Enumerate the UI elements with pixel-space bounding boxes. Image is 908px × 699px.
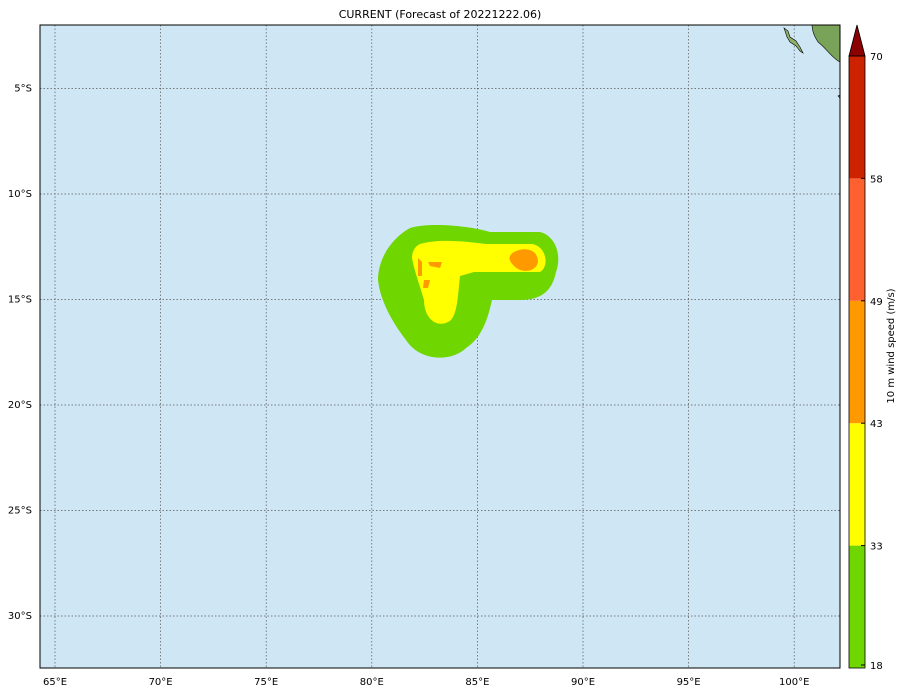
colorbar-segment (849, 545, 865, 668)
colorbar (848, 24, 866, 669)
lat-label: 20°S (8, 400, 32, 411)
islands (783, 27, 804, 54)
map-frame (39, 24, 841, 669)
colorbar-tick-label: 58 (870, 174, 883, 185)
colorbar-segment (849, 300, 865, 424)
lon-label: 95°E (677, 677, 701, 688)
lon-label: 70°E (149, 677, 173, 688)
graticule (40, 25, 840, 668)
lon-label: 90°E (571, 677, 595, 688)
lon-label: 75°E (254, 677, 278, 688)
colorbar-segment (849, 423, 865, 546)
lon-label: 65°E (43, 677, 67, 688)
colorbar-segment (849, 178, 865, 301)
wind-field-43-49 (509, 249, 538, 271)
colorbar-tick-label: 70 (870, 52, 883, 63)
colorbar-segment (849, 56, 865, 179)
lon-label: 100°E (779, 677, 809, 688)
colorbar-extension (848, 24, 866, 57)
colorbar-frame (848, 55, 866, 669)
lat-label: 5°S (14, 84, 32, 95)
lat-label: 30°S (8, 611, 32, 622)
lon-label: 80°E (360, 677, 384, 688)
colorbar-tick-label: 18 (870, 661, 883, 672)
lon-label: 85°E (465, 677, 489, 688)
colorbar-tick-label: 49 (870, 297, 883, 308)
colorbar-label: 10 m wind speed (m/s) (886, 288, 897, 403)
colorbar-tick-label: 33 (870, 542, 883, 553)
lat-label: 15°S (8, 295, 32, 306)
lat-label: 25°S (8, 506, 32, 517)
colorbar-tick-label: 43 (870, 419, 883, 430)
land (811, 24, 841, 63)
title: CURRENT (Forecast of 20221222.06) (339, 8, 542, 21)
wind-field-43-49 (418, 258, 442, 288)
lat-label: 10°S (8, 189, 32, 200)
